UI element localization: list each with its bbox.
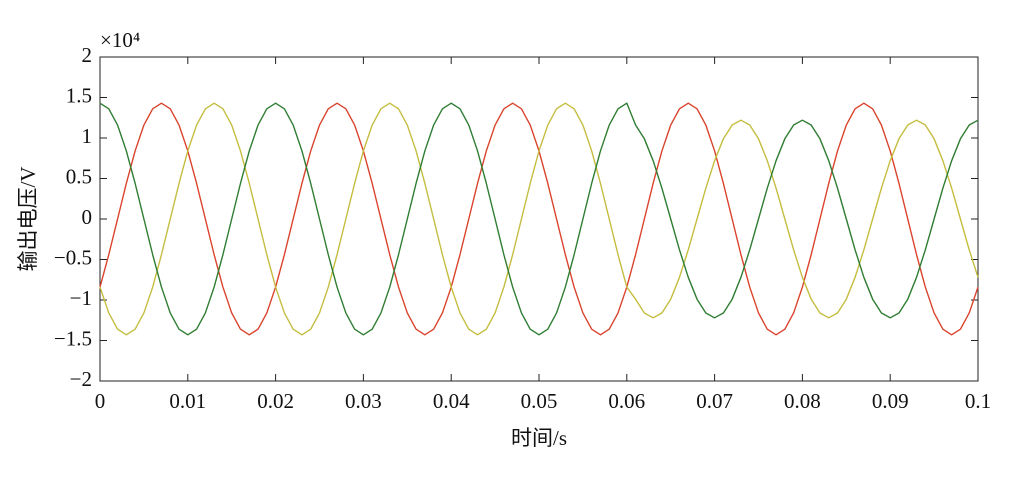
x-axis-label: 时间/s (511, 426, 567, 450)
x-tick-label: 0.07 (696, 389, 733, 413)
y-axis-label: 输出电压/V (16, 167, 40, 272)
y-tick-label: −2 (70, 367, 92, 391)
y-tick-label: −0.5 (54, 245, 92, 269)
y-tick-label: 0 (82, 205, 93, 229)
x-tick-label: 0.05 (521, 389, 558, 413)
x-tick-label: 0.01 (169, 389, 206, 413)
y-multiplier: ×10⁴ (100, 28, 140, 52)
x-tick-label: 0.04 (433, 389, 470, 413)
y-tick-label: −1 (70, 286, 92, 310)
x-tick-label: 0.08 (784, 389, 821, 413)
y-tick-label: −1.5 (54, 326, 92, 350)
x-tick-label: 0 (95, 389, 106, 413)
series-line (99, 102, 979, 336)
x-tick-label: 0.09 (872, 389, 909, 413)
y-tick-label: 1.5 (66, 83, 92, 107)
series-line (99, 102, 979, 336)
x-tick-label: 0.1 (965, 389, 991, 413)
x-tick-label: 0.06 (608, 389, 645, 413)
x-tick-label: 0.03 (345, 389, 382, 413)
y-tick-label: 0.5 (66, 164, 92, 188)
y-tick-label: 2 (82, 43, 93, 67)
x-tick-label: 0.02 (257, 389, 294, 413)
y-tick-label: 1 (82, 124, 93, 148)
